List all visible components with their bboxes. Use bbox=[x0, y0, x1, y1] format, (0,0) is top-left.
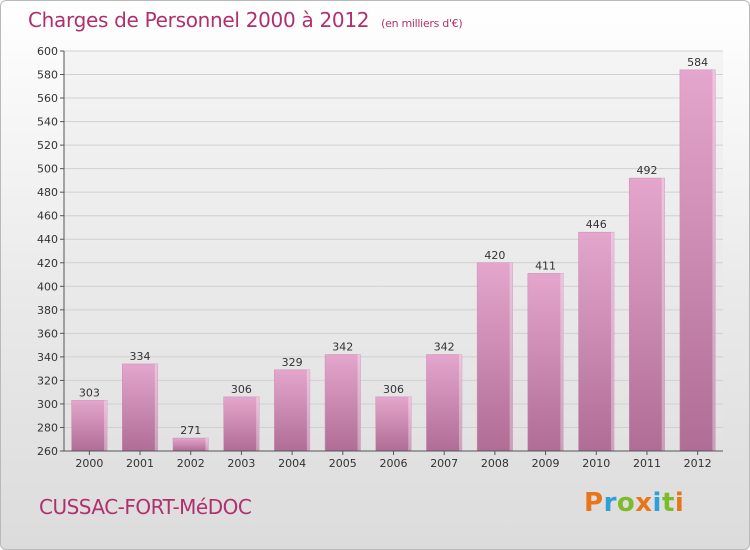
brand-logo: Proxiti bbox=[584, 488, 684, 518]
data-label-2006: 306 bbox=[383, 383, 404, 396]
bar-highlight bbox=[256, 396, 260, 451]
data-label-2001: 334 bbox=[130, 350, 151, 363]
bar-highlight bbox=[712, 69, 716, 451]
bar-highlight bbox=[104, 400, 108, 451]
x-axis: 2000 2001 2002 2003 2004 2005 2006 2007 2008 2009… bbox=[64, 450, 723, 470]
bar-highlight bbox=[154, 363, 158, 451]
y-tick-label: 280 bbox=[37, 421, 58, 434]
brand-letter: t bbox=[661, 488, 675, 518]
bar-2012 bbox=[679, 69, 716, 452]
data-label-2002: 271 bbox=[180, 424, 201, 437]
y-tick-label: 500 bbox=[37, 163, 58, 176]
x-tick-label-2007: 2007 bbox=[430, 457, 458, 470]
x-tick-label-2000: 2000 bbox=[75, 457, 103, 470]
y-tick-label: 320 bbox=[37, 374, 58, 387]
x-tick-label-2008: 2008 bbox=[481, 457, 509, 470]
bar-2010 bbox=[578, 231, 615, 452]
y-tick-label: 440 bbox=[37, 233, 58, 246]
brand-letter: o bbox=[616, 488, 636, 518]
data-label-2012: 584 bbox=[687, 56, 708, 69]
x-tick-label-2003: 2003 bbox=[227, 457, 255, 470]
brand-letter: x bbox=[635, 488, 653, 518]
data-label-2000: 303 bbox=[79, 386, 100, 399]
x-tick-label-2002: 2002 bbox=[177, 457, 205, 470]
x-tick-label-2009: 2009 bbox=[532, 457, 560, 470]
bar-2009 bbox=[527, 273, 564, 452]
bar-2004 bbox=[274, 369, 311, 452]
y-tick-label: 580 bbox=[37, 69, 58, 82]
data-label-2003: 306 bbox=[231, 383, 252, 396]
bar-2006 bbox=[375, 396, 412, 452]
bar-2005 bbox=[324, 354, 361, 452]
y-tick-label: 360 bbox=[37, 327, 58, 340]
brand-letter: P bbox=[584, 488, 604, 518]
brand-letter: i bbox=[652, 488, 662, 518]
bar-highlight bbox=[357, 354, 361, 451]
bar-2007 bbox=[426, 354, 463, 452]
x-tick-label-2004: 2004 bbox=[278, 457, 306, 470]
bar-highlight bbox=[509, 262, 513, 451]
y-tick-label: 380 bbox=[37, 304, 58, 317]
bars: 303 334 271 306 329 342 306 342 420 411 446 492 584 bbox=[71, 56, 716, 452]
y-tick-label: 480 bbox=[37, 186, 58, 199]
bar-2011 bbox=[628, 177, 665, 452]
brand-letter: r bbox=[603, 488, 617, 518]
bar-highlight bbox=[408, 396, 412, 451]
data-label-2004: 329 bbox=[282, 356, 303, 369]
brand-letter: i bbox=[674, 488, 685, 518]
data-label-2005: 342 bbox=[332, 341, 353, 354]
data-label-2011: 492 bbox=[636, 164, 657, 177]
x-tick-label-2011: 2011 bbox=[633, 457, 661, 470]
commune-name: CUSSAC-FORT-MéDOC bbox=[39, 495, 252, 519]
y-tick-label: 340 bbox=[37, 351, 58, 364]
y-tick-label: 260 bbox=[37, 445, 58, 458]
bar-highlight bbox=[205, 438, 209, 451]
bar-2001 bbox=[122, 363, 159, 452]
y-axis: 260 280 300 320 340 360 380 400 420 440 460 480 500 5… bbox=[37, 45, 65, 458]
chart-subtitle: (en milliers d'€) bbox=[381, 17, 463, 30]
chart-title-text: Charges de Personnel 2000 à 2012 bbox=[28, 8, 370, 32]
data-label-2007: 342 bbox=[434, 341, 455, 354]
x-tick-label-2005: 2005 bbox=[329, 457, 357, 470]
data-label-2009: 411 bbox=[535, 259, 556, 272]
y-tick-label: 300 bbox=[37, 398, 58, 411]
data-label-2010: 446 bbox=[586, 218, 607, 231]
bar-highlight bbox=[560, 273, 564, 451]
y-tick-label: 460 bbox=[37, 210, 58, 223]
y-tick-label: 600 bbox=[37, 45, 58, 58]
bar-2008 bbox=[476, 262, 513, 452]
x-tick-label-2006: 2006 bbox=[380, 457, 408, 470]
y-tick-label: 520 bbox=[37, 139, 58, 152]
chart-title: Charges de Personnel 2000 à 2012 (en mill… bbox=[28, 8, 463, 32]
bar-highlight bbox=[661, 178, 665, 451]
x-tick-label-2001: 2001 bbox=[126, 457, 154, 470]
bar-2002 bbox=[172, 437, 209, 452]
x-tick-label-2010: 2010 bbox=[582, 457, 610, 470]
y-tick-label: 560 bbox=[37, 92, 58, 105]
y-tick-label: 540 bbox=[37, 116, 58, 129]
y-tick-label: 420 bbox=[37, 257, 58, 270]
y-tick-label: 400 bbox=[37, 280, 58, 293]
bar-2000 bbox=[71, 400, 108, 452]
bar-highlight bbox=[611, 232, 615, 451]
bar-2003 bbox=[223, 396, 260, 452]
bar-highlight bbox=[458, 354, 462, 451]
bar-highlight bbox=[306, 369, 310, 451]
data-label-2008: 420 bbox=[484, 249, 505, 262]
x-tick-label-2012: 2012 bbox=[684, 457, 712, 470]
